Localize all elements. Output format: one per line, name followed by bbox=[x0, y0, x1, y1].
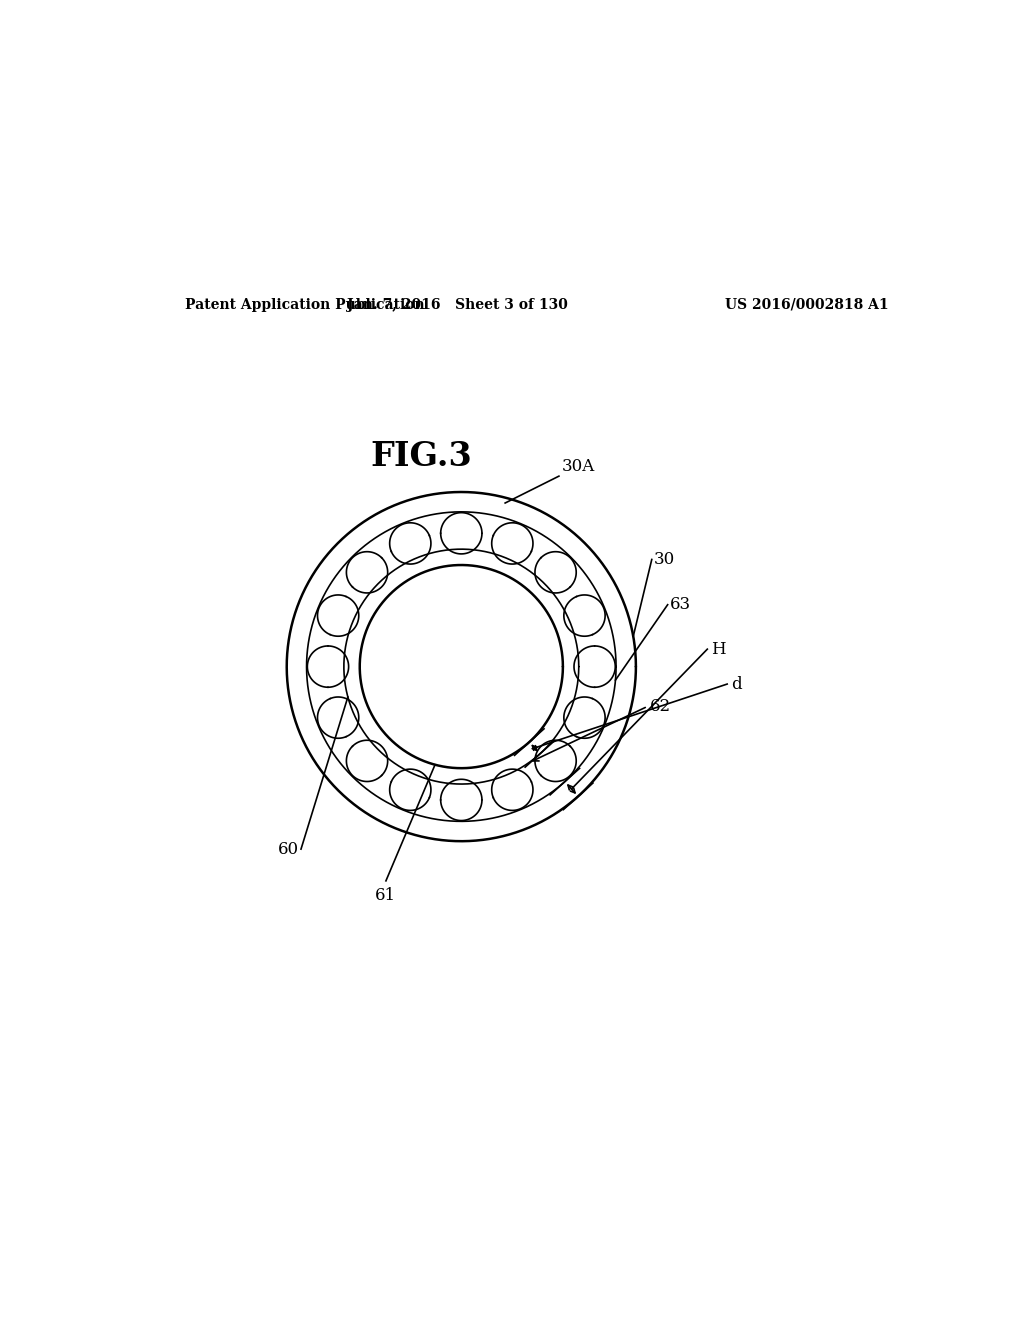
Text: 30A: 30A bbox=[561, 458, 595, 475]
Text: 61: 61 bbox=[376, 887, 396, 904]
Text: 60: 60 bbox=[278, 841, 299, 858]
Text: d: d bbox=[731, 676, 741, 693]
Text: Patent Application Publication: Patent Application Publication bbox=[185, 298, 425, 312]
Text: FIG.3: FIG.3 bbox=[371, 440, 472, 473]
Text: 62: 62 bbox=[650, 698, 672, 715]
Text: US 2016/0002818 A1: US 2016/0002818 A1 bbox=[725, 298, 889, 312]
Text: 63: 63 bbox=[670, 597, 691, 614]
Text: H: H bbox=[712, 640, 726, 657]
Text: 30: 30 bbox=[654, 550, 676, 568]
Text: Jan. 7, 2016   Sheet 3 of 130: Jan. 7, 2016 Sheet 3 of 130 bbox=[347, 298, 567, 312]
